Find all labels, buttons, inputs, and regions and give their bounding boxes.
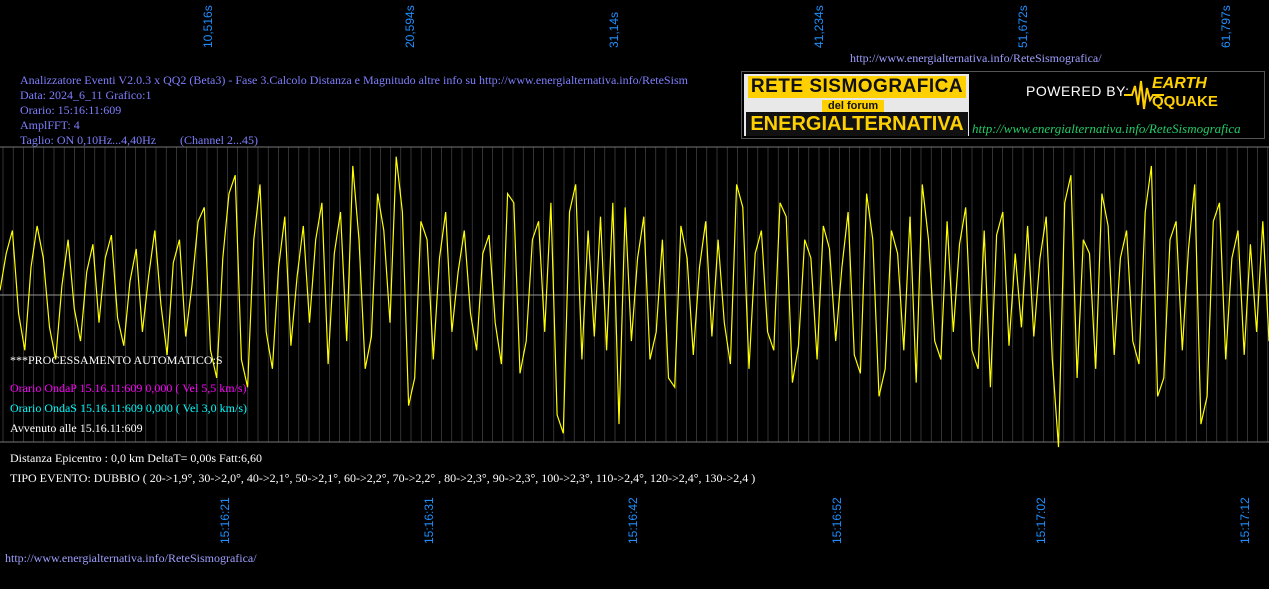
logo-line1: RETE SISMOGRAFICA	[748, 76, 966, 98]
earth-brand: EARTH	[1152, 75, 1207, 92]
bottom-tick-label: 15:16:42	[626, 497, 640, 544]
logo-line2: del forum	[822, 100, 885, 112]
amplfft-info: AmplFFT: 4	[20, 118, 80, 132]
bottom-tick-label: 15:17:12	[1238, 497, 1252, 544]
seismic-trace	[0, 156, 1269, 448]
bottom-tick-label: 15:17:02	[1034, 497, 1048, 544]
event-type-info: TIPO EVENTO: DUBBIO ( 20->1,9°, 30->2,0°…	[10, 471, 756, 485]
avvenuto-info: Avvenuto alle 15.16.11:609	[10, 421, 143, 435]
filter-info: Taglio: ON 0,10Hz...4,40Hz	[20, 133, 157, 147]
top-tick-label: 20,594s	[403, 5, 417, 48]
top-url-link[interactable]: http://www.energialternativa.info/ReteSi…	[850, 51, 1102, 65]
onda-p-info: Orario OndaP 15.16.11:609 0,000 ( Vel 5,…	[10, 381, 247, 395]
date-info: Data: 2024_6_11 Grafico:1	[20, 88, 152, 102]
rete-sismografica-logo: RETE SISMOGRAFICA del forum ENERGIALTERN…	[741, 71, 1265, 139]
distance-info: Distanza Epicentro : 0,0 km DeltaT= 0,00…	[10, 451, 263, 465]
app-title: Analizzatore Eventi V2.0.3 x QQ2 (Beta3)…	[20, 73, 688, 87]
top-tick-label: 41,234s	[812, 5, 826, 48]
qquake-brand: QQUAKE	[1152, 93, 1218, 110]
bottom-tick-label: 15:16:31	[422, 497, 436, 544]
channel-info: (Channel 2...45)	[180, 133, 258, 147]
top-tick-label: 10,516s	[201, 5, 215, 48]
time-info: Orario: 15:16:11:609	[20, 103, 122, 117]
seismograph-wave-icon	[1124, 80, 1164, 110]
bottom-tick-label: 15:16:52	[830, 497, 844, 544]
processing-heading: ***PROCESSAMENTO AUTOMATICO:S	[10, 353, 223, 367]
powered-by-label: POWERED BY:	[1026, 83, 1130, 99]
logo-line3: ENERGIALTERNATIVA	[746, 112, 968, 136]
top-tick-label: 31,14s	[607, 11, 621, 48]
onda-s-info: Orario OndaS 15.16.11:609 0,000 ( Vel 3,…	[10, 401, 247, 415]
bottom-tick-label: 15:16:21	[218, 497, 232, 544]
logo-url-link[interactable]: http://www.energialternativa.info/ReteSi…	[972, 121, 1241, 136]
top-tick-label: 51,672s	[1016, 5, 1030, 48]
top-tick-label: 61,797s	[1219, 5, 1233, 48]
footer-url-link[interactable]: http://www.energialternativa.info/ReteSi…	[5, 551, 257, 565]
